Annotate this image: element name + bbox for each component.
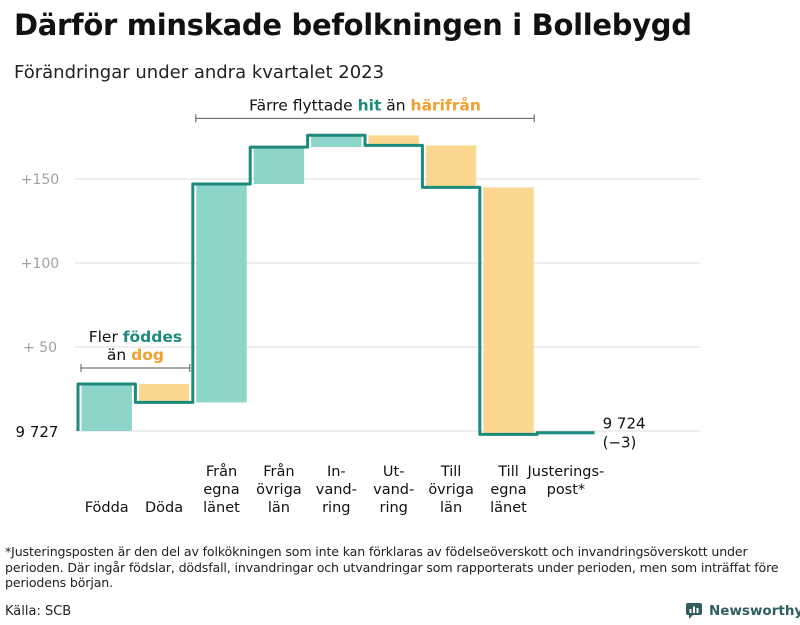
- category-label-line: post*: [547, 482, 586, 498]
- category-label-line: ring: [380, 500, 408, 516]
- category-label-line: Ut-: [383, 464, 405, 480]
- category-label-line: Från: [206, 463, 237, 480]
- category-label-line: ring: [322, 500, 350, 516]
- end-value-label: 9 724: [603, 415, 646, 433]
- annotation-segment: hit: [358, 96, 382, 114]
- waterfall-bar: [81, 383, 132, 431]
- category-label-line: Till: [440, 464, 462, 480]
- category-label: Från övriga län: [256, 463, 302, 516]
- start-value-label: 9 727: [16, 423, 59, 441]
- category-label: Från egna länet: [203, 463, 240, 516]
- category-label-line: Födda: [85, 500, 129, 516]
- category-label-line: vand-: [373, 482, 414, 498]
- y-tick-label: +100: [21, 256, 59, 272]
- cumulative-step-line: [76, 133, 595, 436]
- waterfall-bar: [311, 135, 362, 148]
- annotation-segment: dog: [131, 346, 164, 364]
- category-label: Till övriga län: [428, 464, 474, 516]
- category-label: In-vand-ring: [316, 464, 357, 516]
- annotation-text: Färre flyttade hit än härifrån: [249, 95, 481, 114]
- annotation-segment: föddes: [123, 328, 182, 346]
- y-tick-label: +150: [21, 172, 59, 188]
- waterfall-bar: [196, 184, 247, 403]
- newsworthy-icon: [686, 603, 702, 619]
- y-tick-label: + 50: [23, 340, 57, 356]
- category-label-line: Från: [263, 463, 294, 480]
- waterfall-bar: [253, 147, 305, 185]
- category-label-line: länet: [203, 500, 240, 516]
- category-label: Döda: [145, 500, 183, 516]
- annotation-segment: Färre flyttade: [249, 96, 357, 114]
- category-label-line: Döda: [145, 500, 183, 516]
- category-label-line: länet: [490, 500, 527, 516]
- category-label: Justerings-post*: [526, 464, 604, 498]
- annotation-text: än dog: [107, 346, 164, 364]
- category-label: Ut-vand-ring: [373, 464, 414, 516]
- annotation-text: Fler föddes: [89, 328, 182, 346]
- category-label-line: övriga: [428, 482, 474, 498]
- waterfall-chart: + 50 +100 +150 Födda Döda Från egna länet Från öv…: [16, 95, 700, 516]
- category-label-line: egna: [203, 482, 239, 498]
- category-label-line: egna: [490, 482, 526, 498]
- annotation-segment: härifrån: [411, 95, 481, 114]
- chart-subtitle: Förändringar under andra kvartalet 2023: [14, 62, 385, 83]
- category-label-line: vand-: [316, 482, 357, 498]
- source-note: Källa: SCB: [5, 604, 72, 619]
- category-label-line: län: [440, 500, 462, 516]
- annotation-segment: Fler: [89, 328, 123, 346]
- waterfall-bar: [483, 187, 534, 435]
- category-label-line: län: [268, 500, 290, 516]
- category-label: Födda: [85, 500, 129, 516]
- category-label-line: Till: [497, 464, 519, 480]
- category-label-line: Justerings-: [526, 464, 604, 480]
- end-change-label: (−3): [603, 434, 637, 452]
- category-label-line: övriga: [256, 482, 302, 498]
- brand-logo: Newsworthy: [685, 602, 800, 620]
- annotation-segment: än: [107, 346, 131, 364]
- chart-title: Därför minskade befolkningen i Bollebygd: [14, 8, 692, 42]
- footnote: *Justeringsposten är den del av folkökni…: [5, 544, 779, 591]
- waterfall-bar: [138, 383, 190, 403]
- category-label: Till egna länet: [490, 464, 527, 516]
- waterfall-bar: [368, 135, 419, 146]
- category-label-line: In-: [327, 464, 346, 480]
- waterfall-bar: [425, 145, 477, 188]
- annotation-segment: än: [381, 96, 410, 114]
- brand-name: Newsworthy: [709, 603, 800, 619]
